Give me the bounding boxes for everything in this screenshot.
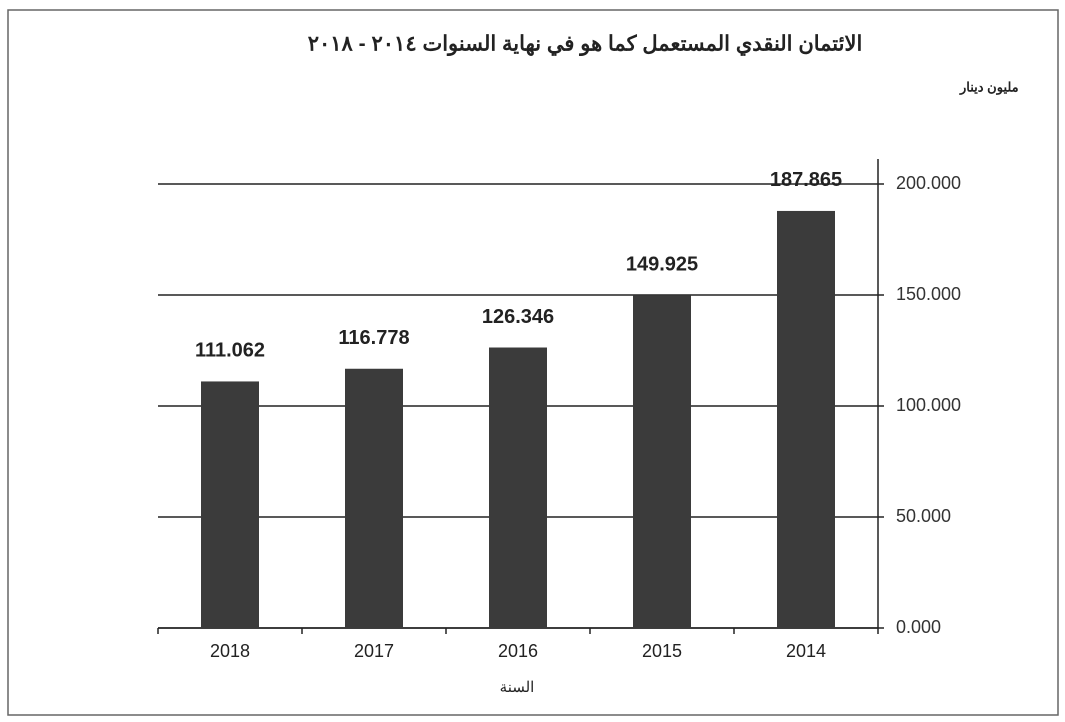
value-label: 111.062 <box>195 340 265 362</box>
y-tick-label: 200.000 <box>896 173 961 193</box>
x-tick-label: 2015 <box>642 641 682 661</box>
x-tick-label: 2018 <box>210 641 250 661</box>
x-tick-label: 2014 <box>786 641 826 661</box>
bar <box>489 347 547 628</box>
x-axis-label: السنة <box>500 679 535 696</box>
bar <box>777 210 835 628</box>
value-label: 187.865 <box>770 169 842 191</box>
y-tick-label: 150.000 <box>896 284 961 304</box>
bar <box>345 368 403 628</box>
y-tick-label: 100.000 <box>896 395 961 415</box>
y-tick-label: 0.000 <box>896 617 941 637</box>
bar <box>201 381 259 628</box>
value-label: 149.925 <box>626 253 698 275</box>
x-tick-label: 2017 <box>354 641 394 661</box>
bar <box>633 295 691 628</box>
value-label: 126.346 <box>482 306 554 328</box>
unit-label: مليون دينار <box>959 79 1019 95</box>
chart-title: الائتمان النقدي المستعمل كما هو في نهاية… <box>308 33 863 57</box>
y-tick-label: 50.000 <box>896 506 951 526</box>
x-tick-label: 2016 <box>498 641 538 661</box>
value-label: 116.778 <box>338 327 409 349</box>
